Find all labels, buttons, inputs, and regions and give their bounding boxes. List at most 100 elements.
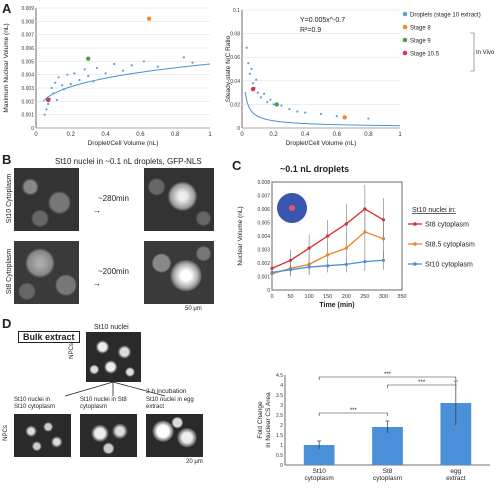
x-tick-label: St10 — [312, 468, 326, 475]
data-point — [247, 62, 250, 65]
x-tick-label: 0.6 — [136, 132, 145, 138]
x-tick-label: St8 — [383, 468, 393, 475]
legend-marker — [402, 24, 408, 30]
row2-time: ~200min — [98, 267, 129, 276]
y-tick-label: 2 — [280, 423, 283, 429]
x-tick-label: 0.8 — [171, 132, 180, 138]
data-point — [280, 104, 283, 107]
y-tick-label: 0 — [280, 463, 283, 469]
data-point — [326, 234, 330, 238]
data-point — [182, 56, 185, 59]
data-point — [381, 258, 386, 262]
x-axis-label: Droplet/Cell Volume (nL) — [88, 140, 159, 147]
x-tick-label: 100 — [305, 294, 314, 300]
d-bottom-side: NPCs — [2, 425, 9, 441]
micrograph-d-c1 — [14, 414, 71, 457]
y-tick-label: 0.001 — [21, 113, 34, 119]
data-point — [367, 117, 370, 120]
row1-label: St10 Cytoplasm — [6, 173, 13, 224]
legend-marker — [413, 222, 417, 226]
legend-marker — [413, 242, 417, 246]
nucleus-icon — [289, 205, 295, 211]
legend-label: Stage 9 — [410, 39, 431, 45]
legend-label: St10 cytoplasm — [425, 262, 473, 269]
data-point — [335, 115, 338, 118]
y-tick-label: 0.004 — [21, 73, 34, 79]
fit-equation: Y=0.005x^-0.7 — [300, 17, 345, 24]
legend-marker — [413, 262, 417, 266]
y-axis-label-1: Fold Change — [257, 401, 264, 439]
data-point — [307, 265, 311, 269]
bar — [372, 427, 403, 465]
data-point — [319, 112, 323, 115]
scale-d: 20 μm — [186, 459, 203, 465]
x-axis-label: Time (min) — [319, 302, 354, 309]
data-point — [78, 78, 81, 82]
data-point — [288, 108, 291, 111]
data-point — [363, 207, 367, 211]
fit-curve — [42, 63, 211, 102]
data-point — [66, 73, 69, 76]
data-point — [288, 268, 293, 272]
data-point — [326, 264, 330, 268]
panel-label-c: C — [232, 158, 242, 173]
data-point — [104, 72, 107, 75]
d-bottom-side-wrap: NPCs — [2, 420, 14, 450]
significance-label: *** — [350, 408, 358, 414]
y-tick-label: 0.009 — [21, 6, 34, 12]
x-tick-label: 0.6 — [333, 132, 342, 138]
data-point — [92, 80, 95, 83]
y-tick-label: 0.008 — [257, 180, 270, 186]
data-point — [304, 111, 307, 114]
row1-label-wrap: St10 Cytoplasm — [2, 174, 14, 230]
micrograph-st8-start — [14, 241, 79, 304]
panel-b-images — [14, 168, 224, 306]
x-tick-label: 1 — [208, 132, 212, 138]
d-c2: St10 nuclei in St8 cytoplasm — [80, 397, 127, 410]
data-point — [344, 222, 348, 226]
x-tick-label: 0.2 — [269, 132, 278, 138]
d-c3: St10 nuclei in egg extract — [146, 397, 194, 410]
r-squared: R²=0.9 — [300, 27, 321, 34]
x-tick-label: 300 — [379, 294, 388, 300]
row2-label-wrap: St8 Cytoplasm — [2, 248, 14, 303]
y-tick-label: 0 — [31, 126, 34, 132]
y-tick-label: 0.04 — [230, 79, 240, 85]
y-tick-label: 3 — [280, 403, 283, 409]
y-tick-label: 0.007 — [257, 194, 270, 200]
data-point — [142, 60, 145, 63]
data-point — [113, 62, 116, 66]
x-tick-label: 0 — [270, 294, 273, 300]
chart-c-nuclear-volume-time: ~0.1 nL droplets 0 0.001 0.002 0.003 0.004 0.0… — [237, 164, 475, 309]
row2-arrow-icon: → — [92, 278, 101, 288]
data-point — [45, 97, 51, 103]
y-tick-label: 4.5 — [276, 373, 283, 379]
micrograph-d-c2 — [80, 414, 137, 457]
data-point — [288, 258, 293, 262]
legend-marker — [402, 37, 408, 43]
data-point — [381, 218, 386, 222]
y-tick-label: 0.003 — [257, 248, 270, 254]
x-tick-label: 0.4 — [301, 132, 310, 138]
data-point — [381, 237, 386, 241]
data-point — [43, 113, 46, 116]
y-axis-label: Maximum Nuclear Volume (nL) — [3, 23, 10, 112]
y-tick-label: 0.02 — [230, 102, 240, 108]
data-point — [342, 115, 347, 120]
y-tick-label: 0.1 — [233, 8, 240, 14]
panel-label-b: B — [2, 152, 12, 167]
data-point — [69, 82, 72, 86]
panel-label-d: D — [2, 316, 12, 331]
data-point — [266, 100, 269, 104]
data-point — [45, 108, 48, 111]
significance-label: *** — [384, 372, 392, 378]
micrograph-d-top — [86, 332, 141, 382]
data-point — [47, 102, 50, 106]
data-point — [256, 91, 259, 94]
y-axis-label: Steady-state N/C Ratio — [225, 35, 232, 102]
legend-marker — [402, 11, 408, 17]
data-point — [86, 56, 91, 61]
y-tick-label: 0.007 — [21, 33, 34, 39]
data-point — [245, 46, 248, 49]
data-point — [156, 65, 159, 68]
